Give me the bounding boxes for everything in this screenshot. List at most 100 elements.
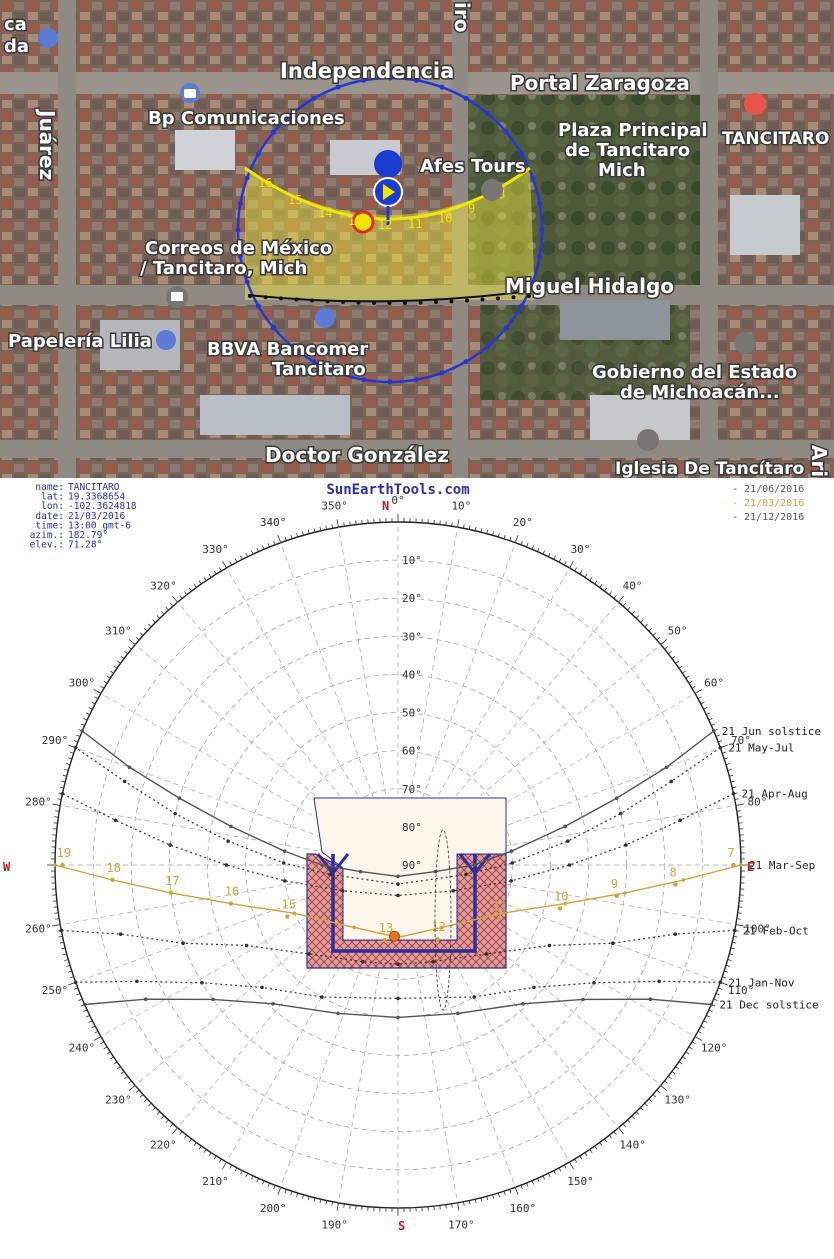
azimuth-tick xyxy=(91,1025,96,1029)
bank-icon xyxy=(315,308,335,328)
info-value: 71.28° xyxy=(68,540,102,551)
chart-title[interactable]: SunEarthTools.com xyxy=(326,482,469,498)
azimuth-tick xyxy=(542,1175,546,1180)
azimuth-tick xyxy=(664,1080,668,1084)
sun-path-point xyxy=(563,824,567,829)
sun-path-point xyxy=(226,839,230,843)
info-value: -102.3624818 xyxy=(68,501,137,512)
azimuth-tick xyxy=(135,1089,140,1093)
azimuth-tick xyxy=(250,1175,254,1180)
azimuth-tick xyxy=(697,1030,702,1034)
sun-path-point xyxy=(451,888,456,893)
sun-path-label: 21 Jun solstice xyxy=(722,725,821,738)
azimuth-tick xyxy=(66,964,71,967)
azimuth-tick xyxy=(486,1196,489,1201)
travel-agency-icon xyxy=(481,179,503,201)
horizon-tick xyxy=(335,370,341,376)
azimuth-tick xyxy=(120,655,125,659)
azimuth-tick xyxy=(732,786,737,789)
place-plaza-3: Mich xyxy=(598,160,646,181)
azimuth-tick xyxy=(91,701,96,705)
azimuth-tick xyxy=(161,1115,165,1120)
sun-path-point xyxy=(678,818,683,823)
shadow-tick xyxy=(372,300,376,305)
hour-label: 18 xyxy=(107,861,121,875)
sun-path-point xyxy=(135,979,139,984)
azimuth-tick xyxy=(509,1189,512,1194)
shadow-tick xyxy=(480,297,485,302)
horizon-tick xyxy=(503,325,509,331)
azimuth-tick xyxy=(336,519,339,528)
location-pin-icon[interactable] xyxy=(373,150,403,225)
azimuth-tick xyxy=(117,1066,121,1070)
azimuth-tick xyxy=(733,935,738,938)
azimuth-tick xyxy=(480,1197,483,1202)
azimuth-tick xyxy=(85,712,90,715)
place-correos-1: Correos de México xyxy=(145,238,332,259)
azimuth-tick xyxy=(656,1089,661,1093)
horizon-tick xyxy=(537,253,543,259)
sun-path-point xyxy=(328,872,332,877)
azimuth-tick xyxy=(54,912,59,914)
sun-position-marker[interactable] xyxy=(389,930,401,942)
place-plaza-1: Plaza Principal xyxy=(558,120,708,141)
sun-path-point xyxy=(59,928,64,933)
azimuth-tick xyxy=(715,734,720,737)
sun-path-point xyxy=(547,943,552,948)
sun-path-point xyxy=(711,729,716,733)
azimuth-tick xyxy=(584,573,588,578)
azimuth-tick xyxy=(85,1015,90,1018)
horizon-tick xyxy=(271,129,277,135)
sun-path-point xyxy=(623,891,627,895)
horizon-tick xyxy=(519,151,525,157)
sun-path-point xyxy=(113,818,118,823)
cardinal-n: N xyxy=(382,499,389,513)
azimuth-tick xyxy=(245,1173,248,1178)
azimuth-label: 30° xyxy=(571,543,591,556)
elevation-label: 40° xyxy=(402,668,422,681)
azimuth-label: 240° xyxy=(69,1042,96,1055)
azimuth-tick xyxy=(170,1123,174,1128)
azimuth-tick xyxy=(668,1075,672,1079)
horizon-tick xyxy=(530,175,536,181)
azimuth-label: 300° xyxy=(69,677,96,690)
elevation-label: 20° xyxy=(402,592,422,605)
azimuth-tick xyxy=(313,1197,316,1202)
azimuth-tick xyxy=(165,1119,169,1124)
azimuth-tick xyxy=(106,675,111,679)
info-label: azim.: xyxy=(30,530,64,541)
azimuth-tick xyxy=(193,584,197,588)
elevation-label: 90° xyxy=(402,859,422,872)
hour-point xyxy=(60,862,65,868)
azimuth-tick xyxy=(290,534,293,539)
azimuth-label: 220° xyxy=(150,1139,177,1152)
map-hour-label: 9 xyxy=(468,202,475,216)
azimuth-label: 140° xyxy=(619,1139,646,1152)
sun-path-point xyxy=(532,985,536,990)
sun-path-point xyxy=(456,1011,460,1016)
place-plaza-2: de Tancitaro xyxy=(565,140,690,161)
shadow-tick xyxy=(496,296,500,301)
shadow-tick xyxy=(325,299,330,304)
azimuth-tick xyxy=(313,528,316,533)
shadow-tick xyxy=(527,294,531,298)
sun-path-point xyxy=(181,941,185,946)
azimuth-tick xyxy=(608,591,612,595)
sun-path-point xyxy=(73,745,78,750)
horizon-tick xyxy=(271,325,277,331)
azimuth-tick xyxy=(277,535,282,543)
analemma-loop xyxy=(434,829,452,1011)
sun-path-point xyxy=(611,941,615,946)
azimuth-tick xyxy=(148,1102,152,1107)
azimuth-tick xyxy=(635,1111,640,1115)
satellite-map[interactable]: 1615141312111098 Independencia Portal Za… xyxy=(0,0,834,478)
info-value: 19.3368654 xyxy=(68,492,125,503)
azimuth-tick xyxy=(474,1199,477,1204)
azimuth-tick xyxy=(273,540,276,545)
elevation-label: 30° xyxy=(402,630,422,643)
azimuth-tick xyxy=(343,522,345,527)
sun-path-point xyxy=(60,791,65,796)
sun-path-point xyxy=(509,879,514,883)
map-hour-label: 12 xyxy=(378,218,392,232)
azimuth-tick xyxy=(618,595,624,603)
